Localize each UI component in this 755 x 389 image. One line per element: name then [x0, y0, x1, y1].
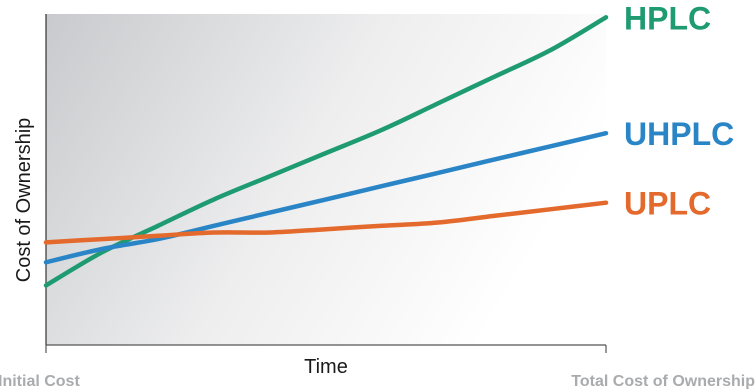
x-tick-label-start: Initial Cost	[0, 373, 80, 389]
series-label-uplc: UPLC	[624, 186, 711, 222]
series-label-uhplc: UHPLC	[624, 116, 734, 152]
x-axis-label: Time	[304, 356, 348, 378]
x-tick-label-end: Total Cost of Ownership	[571, 373, 755, 389]
series-label-hplc: HPLC	[624, 0, 711, 36]
series-lines	[43, 15, 609, 288]
series-labels: HPLC UHPLC UPLC	[624, 0, 734, 221]
x-axis	[45, 344, 607, 353]
series-line-uhplc	[43, 130, 609, 265]
y-axis-label: Cost of Ownership	[13, 118, 35, 283]
series-line-uplc	[43, 200, 609, 245]
